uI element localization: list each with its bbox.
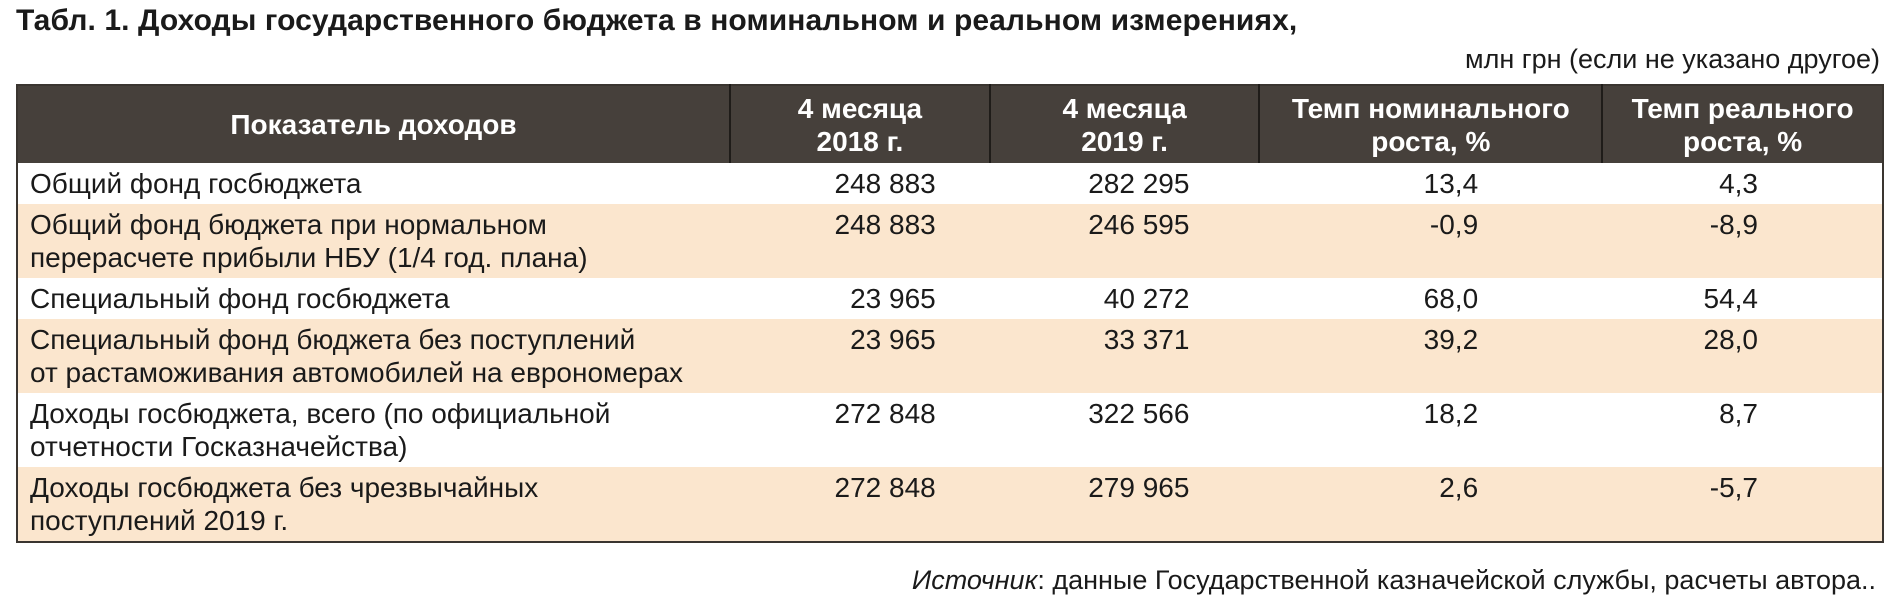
row-label: Специальный фонд бюджета без поступлений… — [17, 319, 731, 393]
source-text: : данные Государственной казначейской сл… — [1037, 565, 1876, 595]
cell-real-growth: 4,3 — [1602, 163, 1883, 204]
row-label: Доходы госбюджета, всего (по официальной… — [17, 393, 731, 467]
cell-nominal-growth: 39,2 — [1259, 319, 1603, 393]
header-2018: 4 месяца 2018 г. — [729, 85, 990, 163]
source-prefix: Источник — [911, 565, 1038, 595]
table-row: Специальный фонд бюджета без поступлений… — [17, 319, 1883, 393]
header-nominal-growth: Темп номинального роста, % — [1258, 85, 1603, 163]
row-label: Доходы госбюджета без чрезвычайных поступ… — [17, 467, 731, 542]
cell-2018: 272 848 — [730, 393, 990, 467]
cell-real-growth: -8,9 — [1602, 204, 1883, 278]
row-label: Общий фонд бюджета при нормальном перерас… — [17, 204, 731, 278]
header-indicator: Показатель доходов — [17, 85, 731, 163]
cell-real-growth: -5,7 — [1602, 467, 1883, 542]
cell-2018: 248 883 — [730, 204, 990, 278]
cell-2019: 279 965 — [989, 467, 1260, 542]
cell-nominal-growth: 68,0 — [1259, 278, 1603, 319]
table-body: Общий фонд госбюджета 248 883 282 295 13… — [17, 163, 1883, 542]
cell-2018: 23 965 — [730, 319, 990, 393]
cell-2018: 272 848 — [730, 467, 990, 542]
cell-real-growth: 28,0 — [1602, 319, 1883, 393]
table-row: Доходы госбюджета без чрезвычайных поступ… — [17, 467, 1883, 542]
header-2019: 4 месяца 2019 г. — [988, 85, 1260, 163]
table-row: Специальный фонд госбюджета 23 965 40 27… — [17, 278, 1883, 319]
cell-nominal-growth: 13,4 — [1259, 163, 1603, 204]
cell-nominal-growth: 2,6 — [1259, 467, 1603, 542]
cell-real-growth: 54,4 — [1602, 278, 1883, 319]
source-note: Источник: данные Государственной казначе… — [912, 565, 1876, 596]
cell-2019: 322 566 — [989, 393, 1260, 467]
budget-table: Показатель доходов 4 месяца 2018 г. 4 ме… — [16, 84, 1884, 543]
header-real-growth: Темп реального роста, % — [1601, 85, 1883, 163]
table-row: Доходы госбюджета, всего (по официальной… — [17, 393, 1883, 467]
row-label: Общий фонд госбюджета — [17, 163, 731, 204]
table-row: Общий фонд бюджета при нормальном перерас… — [17, 204, 1883, 278]
table-title: Табл. 1. Доходы государственного бюджета… — [16, 4, 1298, 37]
cell-2019: 282 295 — [989, 163, 1260, 204]
cell-2019: 40 272 — [989, 278, 1260, 319]
cell-nominal-growth: 18,2 — [1259, 393, 1603, 467]
table-header: Показатель доходов 4 месяца 2018 г. 4 ме… — [17, 85, 1883, 163]
cell-2018: 23 965 — [730, 278, 990, 319]
cell-2018: 248 883 — [730, 163, 990, 204]
cell-nominal-growth: -0,9 — [1259, 204, 1603, 278]
table-row: Общий фонд госбюджета 248 883 282 295 13… — [17, 163, 1883, 204]
cell-2019: 33 371 — [989, 319, 1260, 393]
cell-real-growth: 8,7 — [1602, 393, 1883, 467]
units-note: млн грн (если не указано другое) — [1465, 44, 1880, 74]
cell-2019: 246 595 — [989, 204, 1260, 278]
row-label: Специальный фонд госбюджета — [17, 278, 731, 319]
